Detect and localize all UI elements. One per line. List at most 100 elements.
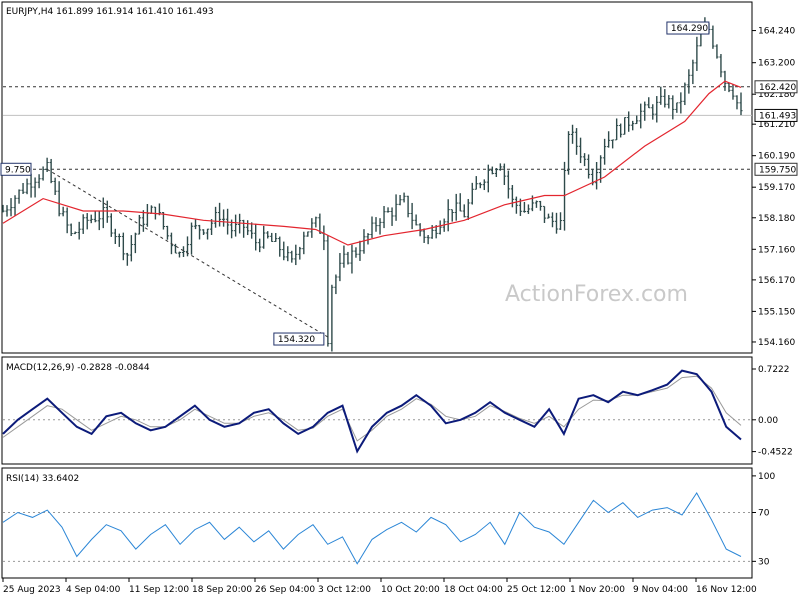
- price-axis-tick-label: 164.240: [758, 27, 795, 37]
- price-bar: [639, 103, 643, 129]
- price-bar: [258, 238, 262, 253]
- price-bar: [667, 95, 671, 109]
- price-axis-tick-label: 163.200: [758, 59, 795, 69]
- price-bar: [482, 179, 486, 191]
- macd-axis-tick-label: -0.4522: [758, 448, 793, 458]
- price-bar: [49, 158, 53, 184]
- price-bar: [502, 163, 506, 185]
- macd-pane-frame: [1, 356, 753, 465]
- price-axis-tick-label: 158.180: [758, 214, 795, 224]
- price-bar: [406, 195, 410, 218]
- price-bar: [735, 95, 739, 110]
- rsi-axis-tick-label: 30: [758, 557, 770, 567]
- price-bar: [470, 182, 474, 205]
- price-bar: [326, 235, 330, 347]
- price-bar: [358, 240, 362, 261]
- price-bar: [9, 198, 13, 217]
- price-bar: [5, 205, 9, 217]
- price-bar: [478, 182, 482, 189]
- price-bar: [558, 212, 563, 230]
- price-bar: [542, 205, 547, 223]
- time-axis-label: 18 Sep 20:00: [192, 585, 252, 595]
- annotation-label: 154.320: [278, 335, 315, 345]
- price-bar: [318, 213, 322, 234]
- price-bar: [691, 59, 695, 85]
- price-bar: [627, 111, 631, 132]
- price-bar: [619, 123, 623, 138]
- price-bar: [330, 284, 334, 352]
- price-bar: [181, 246, 186, 257]
- price-axis-tick-label: 156.170: [758, 276, 795, 286]
- price-bar: [129, 235, 133, 262]
- price-bar: [93, 211, 97, 223]
- price-bar: [534, 200, 539, 208]
- price-bar: [510, 185, 514, 208]
- price-bar: [607, 131, 611, 148]
- price-bar: [374, 217, 378, 232]
- price-bar: [161, 212, 166, 230]
- price-bar: [342, 245, 346, 268]
- price-bar: [715, 44, 719, 59]
- price-bar: [101, 197, 105, 229]
- price-bar: [105, 200, 109, 223]
- price-pane-header: EURJPY,H4 161.899 161.914 161.410 161.49…: [6, 7, 214, 17]
- price-bar: [310, 218, 314, 238]
- price-bar: [125, 252, 129, 266]
- price-bar: [454, 193, 458, 221]
- price-bar: [566, 131, 571, 175]
- price-bar: [574, 128, 579, 155]
- price-bar: [346, 251, 350, 265]
- price-bar: [554, 212, 559, 234]
- price-bar: [173, 243, 178, 254]
- price-bar: [17, 189, 21, 204]
- price-axis-tick-label: 155.150: [758, 307, 795, 317]
- price-bar: [250, 222, 254, 239]
- price-bar: [398, 194, 402, 206]
- price-bar: [422, 228, 426, 243]
- price-bar: [390, 207, 394, 226]
- moving-average-line: [2, 80, 742, 246]
- level-label: 162.420: [759, 83, 796, 93]
- price-bar: [550, 212, 555, 228]
- price-bar: [97, 210, 101, 231]
- price-bar: [410, 202, 414, 230]
- horizontal-levels: 162.420 159.750 161.493: [3, 80, 798, 176]
- price-bar: [25, 178, 29, 195]
- annotation-box: [0, 162, 32, 176]
- price-bar: [446, 199, 450, 232]
- annotation-box: [666, 21, 710, 35]
- last-price-box: [754, 108, 798, 122]
- price-bar: [378, 218, 382, 235]
- price-bar: [278, 236, 282, 257]
- price-bar: [671, 95, 675, 120]
- price-bar: [274, 233, 278, 242]
- price-bar: [663, 89, 667, 108]
- price-bar: [234, 214, 238, 237]
- price-bar: [687, 69, 691, 94]
- price-bar: [402, 192, 406, 203]
- price-bar: [113, 228, 117, 244]
- price-bar: [221, 209, 226, 227]
- price-bar: [450, 209, 454, 222]
- price-bar: [197, 224, 202, 240]
- annotation-label: 9.750: [5, 165, 31, 175]
- price-bar: [546, 213, 551, 219]
- price-bar: [246, 220, 250, 236]
- price-bar: [655, 96, 659, 123]
- price-bar: [635, 115, 639, 125]
- annotation-label: 164.290: [671, 24, 708, 34]
- price-bar: [370, 216, 374, 239]
- price-bar: [21, 182, 25, 194]
- price-bar: [350, 244, 354, 274]
- price-bar: [334, 274, 338, 295]
- time-axis-label: 10 Oct 20:00: [381, 585, 440, 595]
- time-axis-label: 26 Sep 04:00: [255, 585, 315, 595]
- price-bar: [13, 195, 17, 217]
- price-bar: [141, 210, 145, 232]
- price-bar: [29, 173, 33, 198]
- price-bar: [53, 177, 57, 196]
- last-price-label: 161.493: [759, 111, 796, 121]
- price-bar: [177, 251, 182, 258]
- rsi-axis-tick-label: 70: [758, 509, 770, 519]
